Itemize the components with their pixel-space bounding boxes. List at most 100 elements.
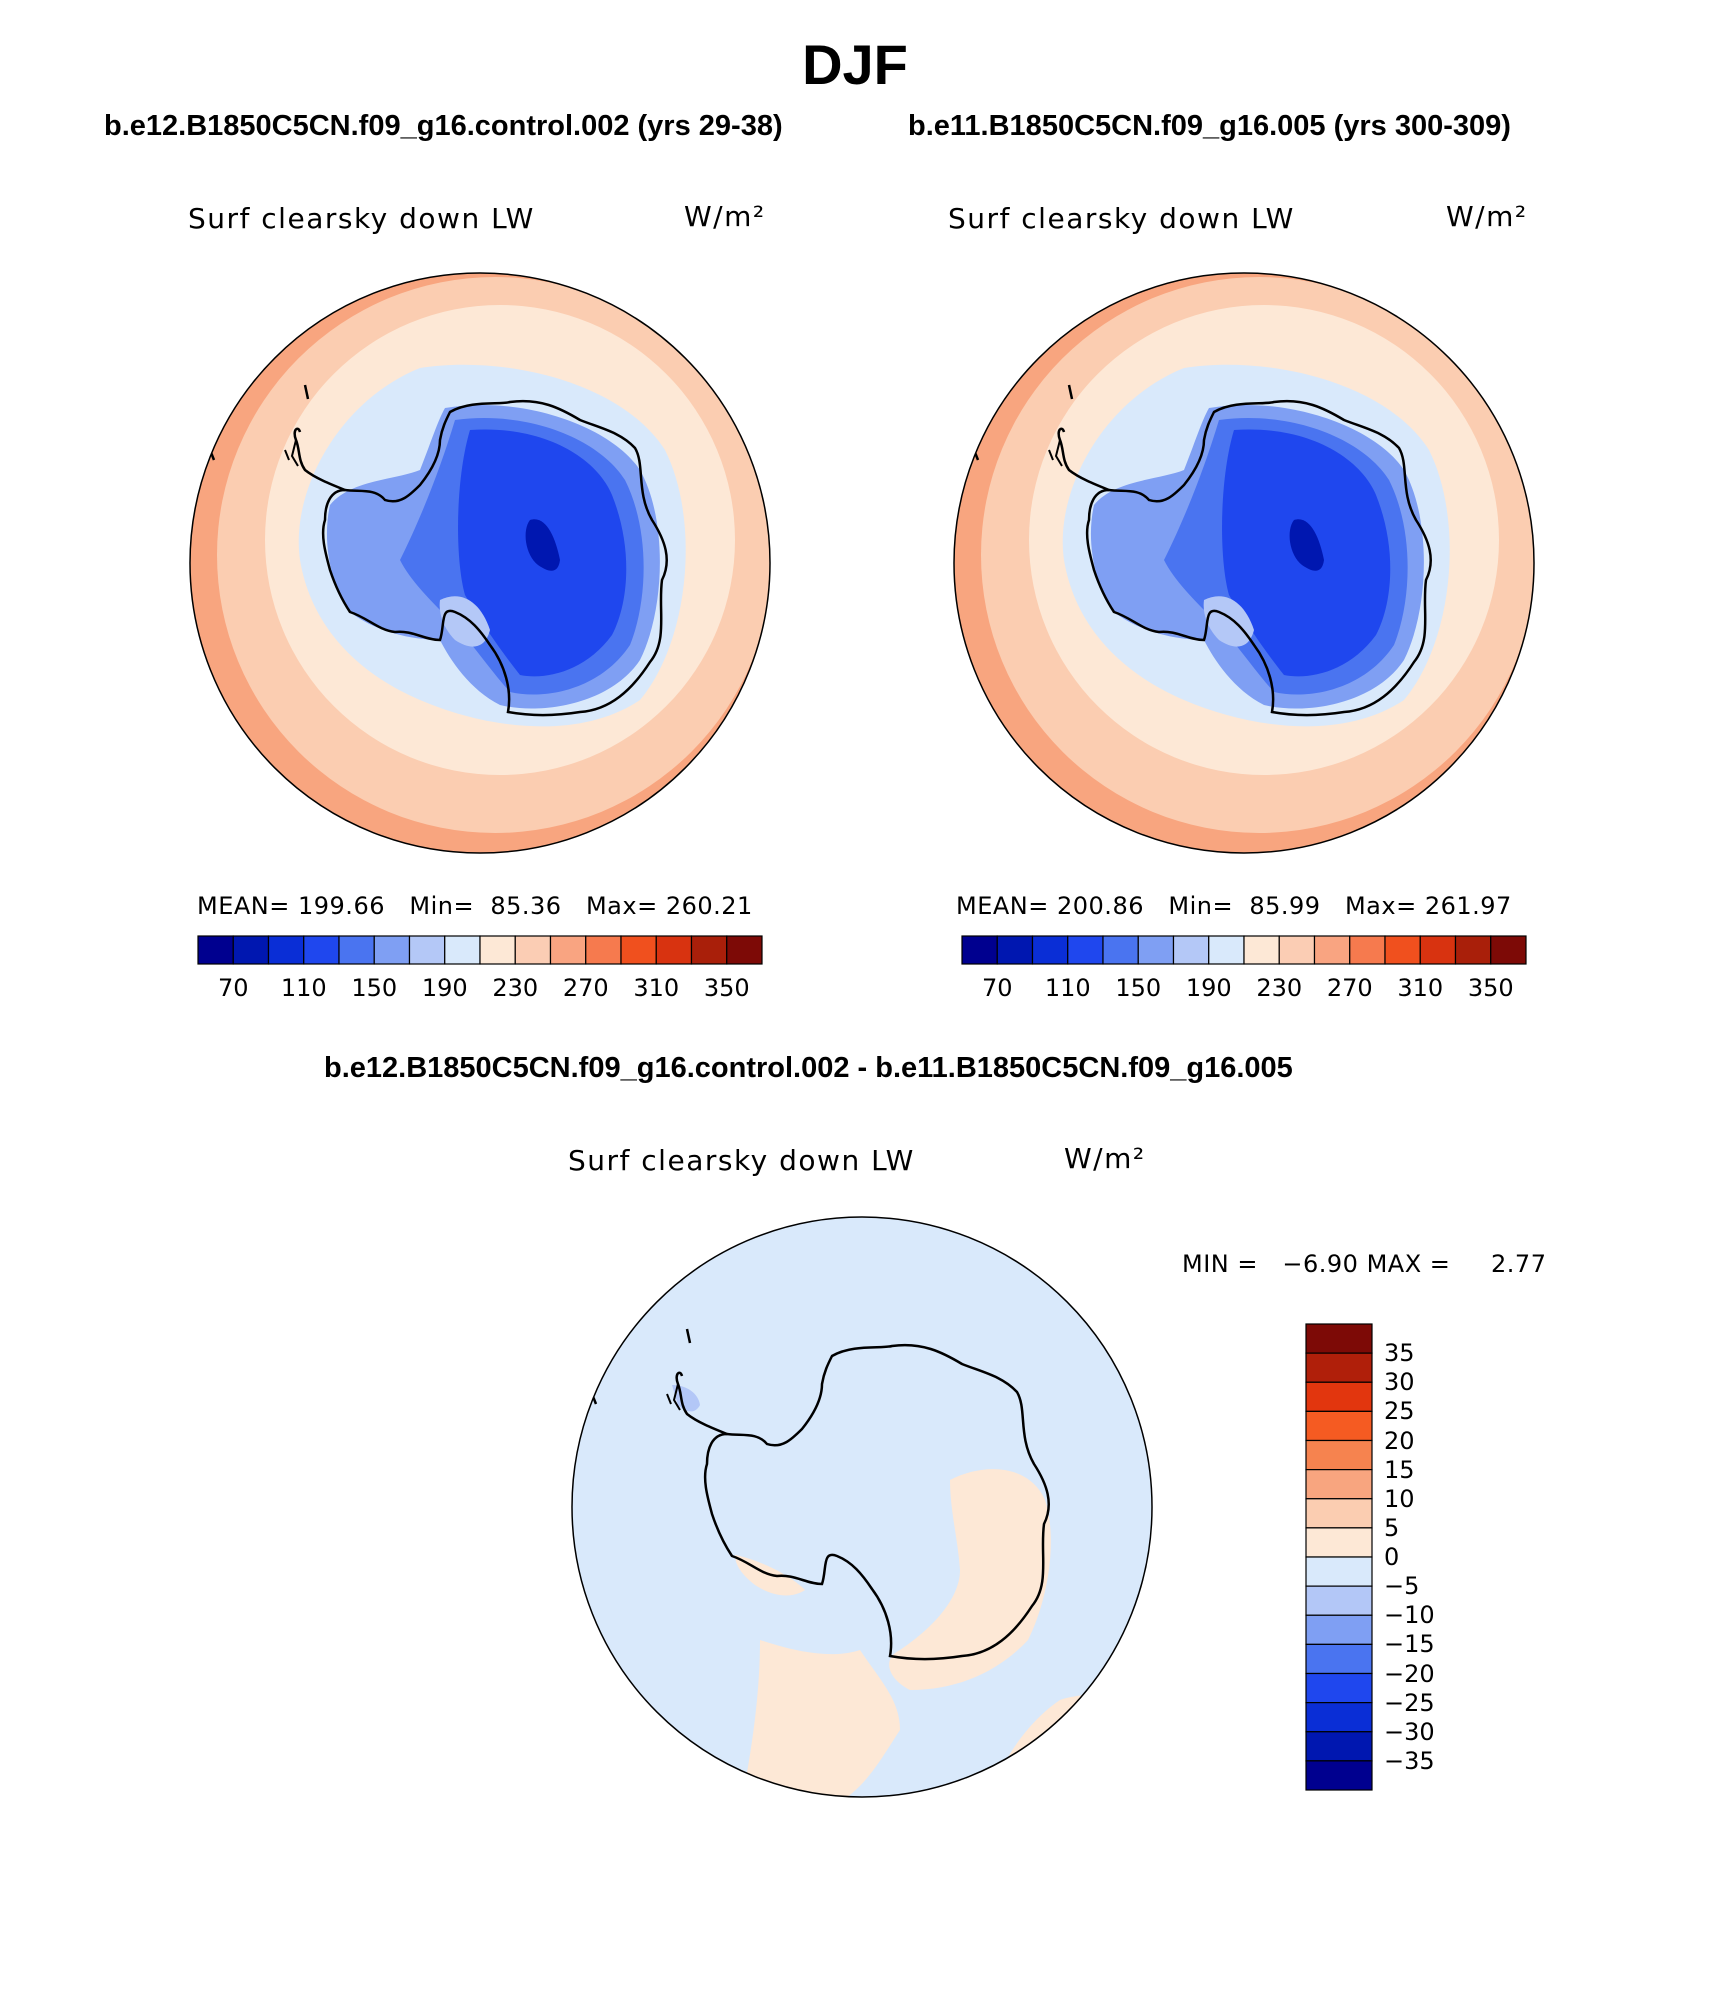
min-label-right: Min= <box>1168 892 1234 920</box>
colorbar-swatch <box>303 935 340 965</box>
diff-min-value: −6.90 <box>1282 1250 1359 1278</box>
colorbar-swatch <box>1305 1556 1373 1587</box>
colorbar-swatch <box>1305 1410 1373 1442</box>
colorbar-swatch <box>1305 1614 1373 1645</box>
colorbar-swatch <box>479 935 516 965</box>
colorbar-swatch <box>1278 935 1316 965</box>
case-title-right: b.e11.B1850C5CN.f09_g16.005 (yrs 300-309… <box>908 110 1511 142</box>
colorbar-tick-label: −35 <box>1384 1746 1435 1775</box>
colorbar-swatch <box>444 935 481 965</box>
colorbar-tick-label: 150 <box>351 974 398 1002</box>
diff-stats: MIN = −6.90 MAX = 2.77 <box>1182 1250 1546 1278</box>
colorbar-tick-label: 270 <box>562 974 609 1002</box>
colorbar-swatch <box>1031 935 1069 965</box>
colorbar-tick-label: 0 <box>1384 1543 1400 1571</box>
colorbar-swatch <box>1305 1702 1373 1733</box>
colorbar-swatch <box>690 935 728 965</box>
panel-label-left: Surf clearsky down LW <box>188 202 535 235</box>
colorbar-left <box>197 935 763 965</box>
colorbar-swatch <box>620 935 657 965</box>
colorbar-swatch <box>1305 1760 1373 1791</box>
diff-min-label: MIN = <box>1182 1250 1258 1278</box>
max-value-right: 261.97 <box>1424 892 1512 920</box>
colorbar-swatch <box>232 935 270 965</box>
colorbar-tick-label: 150 <box>1115 974 1162 1002</box>
colorbar-diff <box>1305 1323 1373 1791</box>
min-value-right: 85.99 <box>1249 892 1321 920</box>
colorbar-swatch <box>1067 935 1104 965</box>
colorbar-swatch <box>1305 1672 1373 1704</box>
colorbar-swatch <box>1172 935 1210 965</box>
colorbar-tick-label: 230 <box>1256 974 1303 1002</box>
mean-label-right: MEAN= <box>956 892 1049 920</box>
min-label-left: Min= <box>409 892 475 920</box>
colorbar-swatch <box>1305 1527 1373 1558</box>
colorbar-swatch <box>1305 1352 1373 1383</box>
colorbar-tick-label: −15 <box>1384 1630 1435 1659</box>
colorbar-swatch <box>1243 935 1280 965</box>
colorbar-tick-label: 190 <box>421 974 468 1002</box>
min-value-left: 85.36 <box>490 892 562 920</box>
colorbar-tick-label: −20 <box>1384 1659 1435 1688</box>
max-value-left: 260.21 <box>665 892 753 920</box>
colorbar-swatch <box>1349 935 1386 965</box>
colorbar-swatch <box>1384 935 1421 965</box>
panel-label-right: Surf clearsky down LW <box>948 202 1295 235</box>
colorbar-tick-label: 30 <box>1384 1368 1415 1397</box>
colorbar-swatch <box>373 935 411 965</box>
diff-max-value: 2.77 <box>1491 1250 1547 1278</box>
colorbar-swatch <box>1305 1323 1373 1354</box>
colorbar-tick-label: 110 <box>1044 974 1091 1002</box>
diff-max-label: MAX = <box>1366 1250 1451 1278</box>
colorbar-tick-label: 35 <box>1384 1339 1415 1368</box>
colorbar-tick-label: 310 <box>633 974 680 1002</box>
colorbar-tick-label: 270 <box>1326 974 1373 1002</box>
colorbar-tick-label: 110 <box>280 974 327 1002</box>
colorbar-swatch <box>1208 935 1245 965</box>
panel-units-left: W/m² <box>684 200 766 233</box>
colorbar-swatch <box>1102 935 1139 965</box>
colorbar-tick-label: 350 <box>1467 974 1514 1002</box>
colorbar-swatch <box>961 935 998 965</box>
colorbar-swatch <box>1313 935 1351 965</box>
colorbar-tick-label: −10 <box>1384 1601 1435 1630</box>
colorbar-tick-label: −30 <box>1384 1717 1435 1746</box>
colorbar-swatch <box>1305 1643 1373 1675</box>
colorbar-swatch <box>197 935 234 965</box>
diff-panel-label: Surf clearsky down LW <box>568 1144 915 1177</box>
colorbar-swatch <box>1305 1498 1373 1529</box>
colorbar-swatch <box>549 935 587 965</box>
colorbar-swatch <box>655 935 693 965</box>
colorbar-swatch <box>996 935 1034 965</box>
colorbar-tick-label: 190 <box>1185 974 1232 1002</box>
colorbar-swatch <box>1305 1439 1373 1471</box>
map-left <box>189 272 771 854</box>
colorbar-swatch <box>726 935 763 965</box>
colorbar-swatch <box>514 935 552 965</box>
mean-value-left: 199.66 <box>298 892 385 920</box>
colorbar-tick-label: 10 <box>1384 1484 1415 1513</box>
colorbar-swatch <box>1305 1585 1373 1616</box>
colorbar-swatch <box>1137 935 1175 965</box>
colorbar-swatch <box>1305 1469 1373 1500</box>
colorbar-tick-label: 70 <box>217 974 249 1002</box>
colorbar-tick-label: 230 <box>492 974 539 1002</box>
colorbar-swatch <box>585 935 622 965</box>
colorbar-tick-label: 15 <box>1384 1455 1415 1484</box>
map-diff <box>571 1216 1153 1798</box>
diff-case-title: b.e12.B1850C5CN.f09_g16.control.002 - b.… <box>324 1052 1293 1084</box>
colorbar-swatch <box>267 935 305 965</box>
map-right <box>953 272 1535 854</box>
colorbar-swatch <box>1454 935 1492 965</box>
colorbar-swatch <box>1305 1381 1373 1412</box>
colorbar-tick-label: 25 <box>1384 1397 1415 1426</box>
colorbar-right <box>961 935 1527 965</box>
colorbar-swatch <box>408 935 446 965</box>
colorbar-swatch <box>1490 935 1527 965</box>
case-title-left: b.e12.B1850C5CN.f09_g16.control.002 (yrs… <box>104 110 783 142</box>
colorbar-tick-label: 310 <box>1397 974 1444 1002</box>
stats-right: MEAN= 200.86 Min= 85.99 Max= 261.97 <box>956 892 1512 920</box>
max-label-left: Max= <box>585 892 658 920</box>
colorbar-swatch <box>1305 1731 1373 1762</box>
